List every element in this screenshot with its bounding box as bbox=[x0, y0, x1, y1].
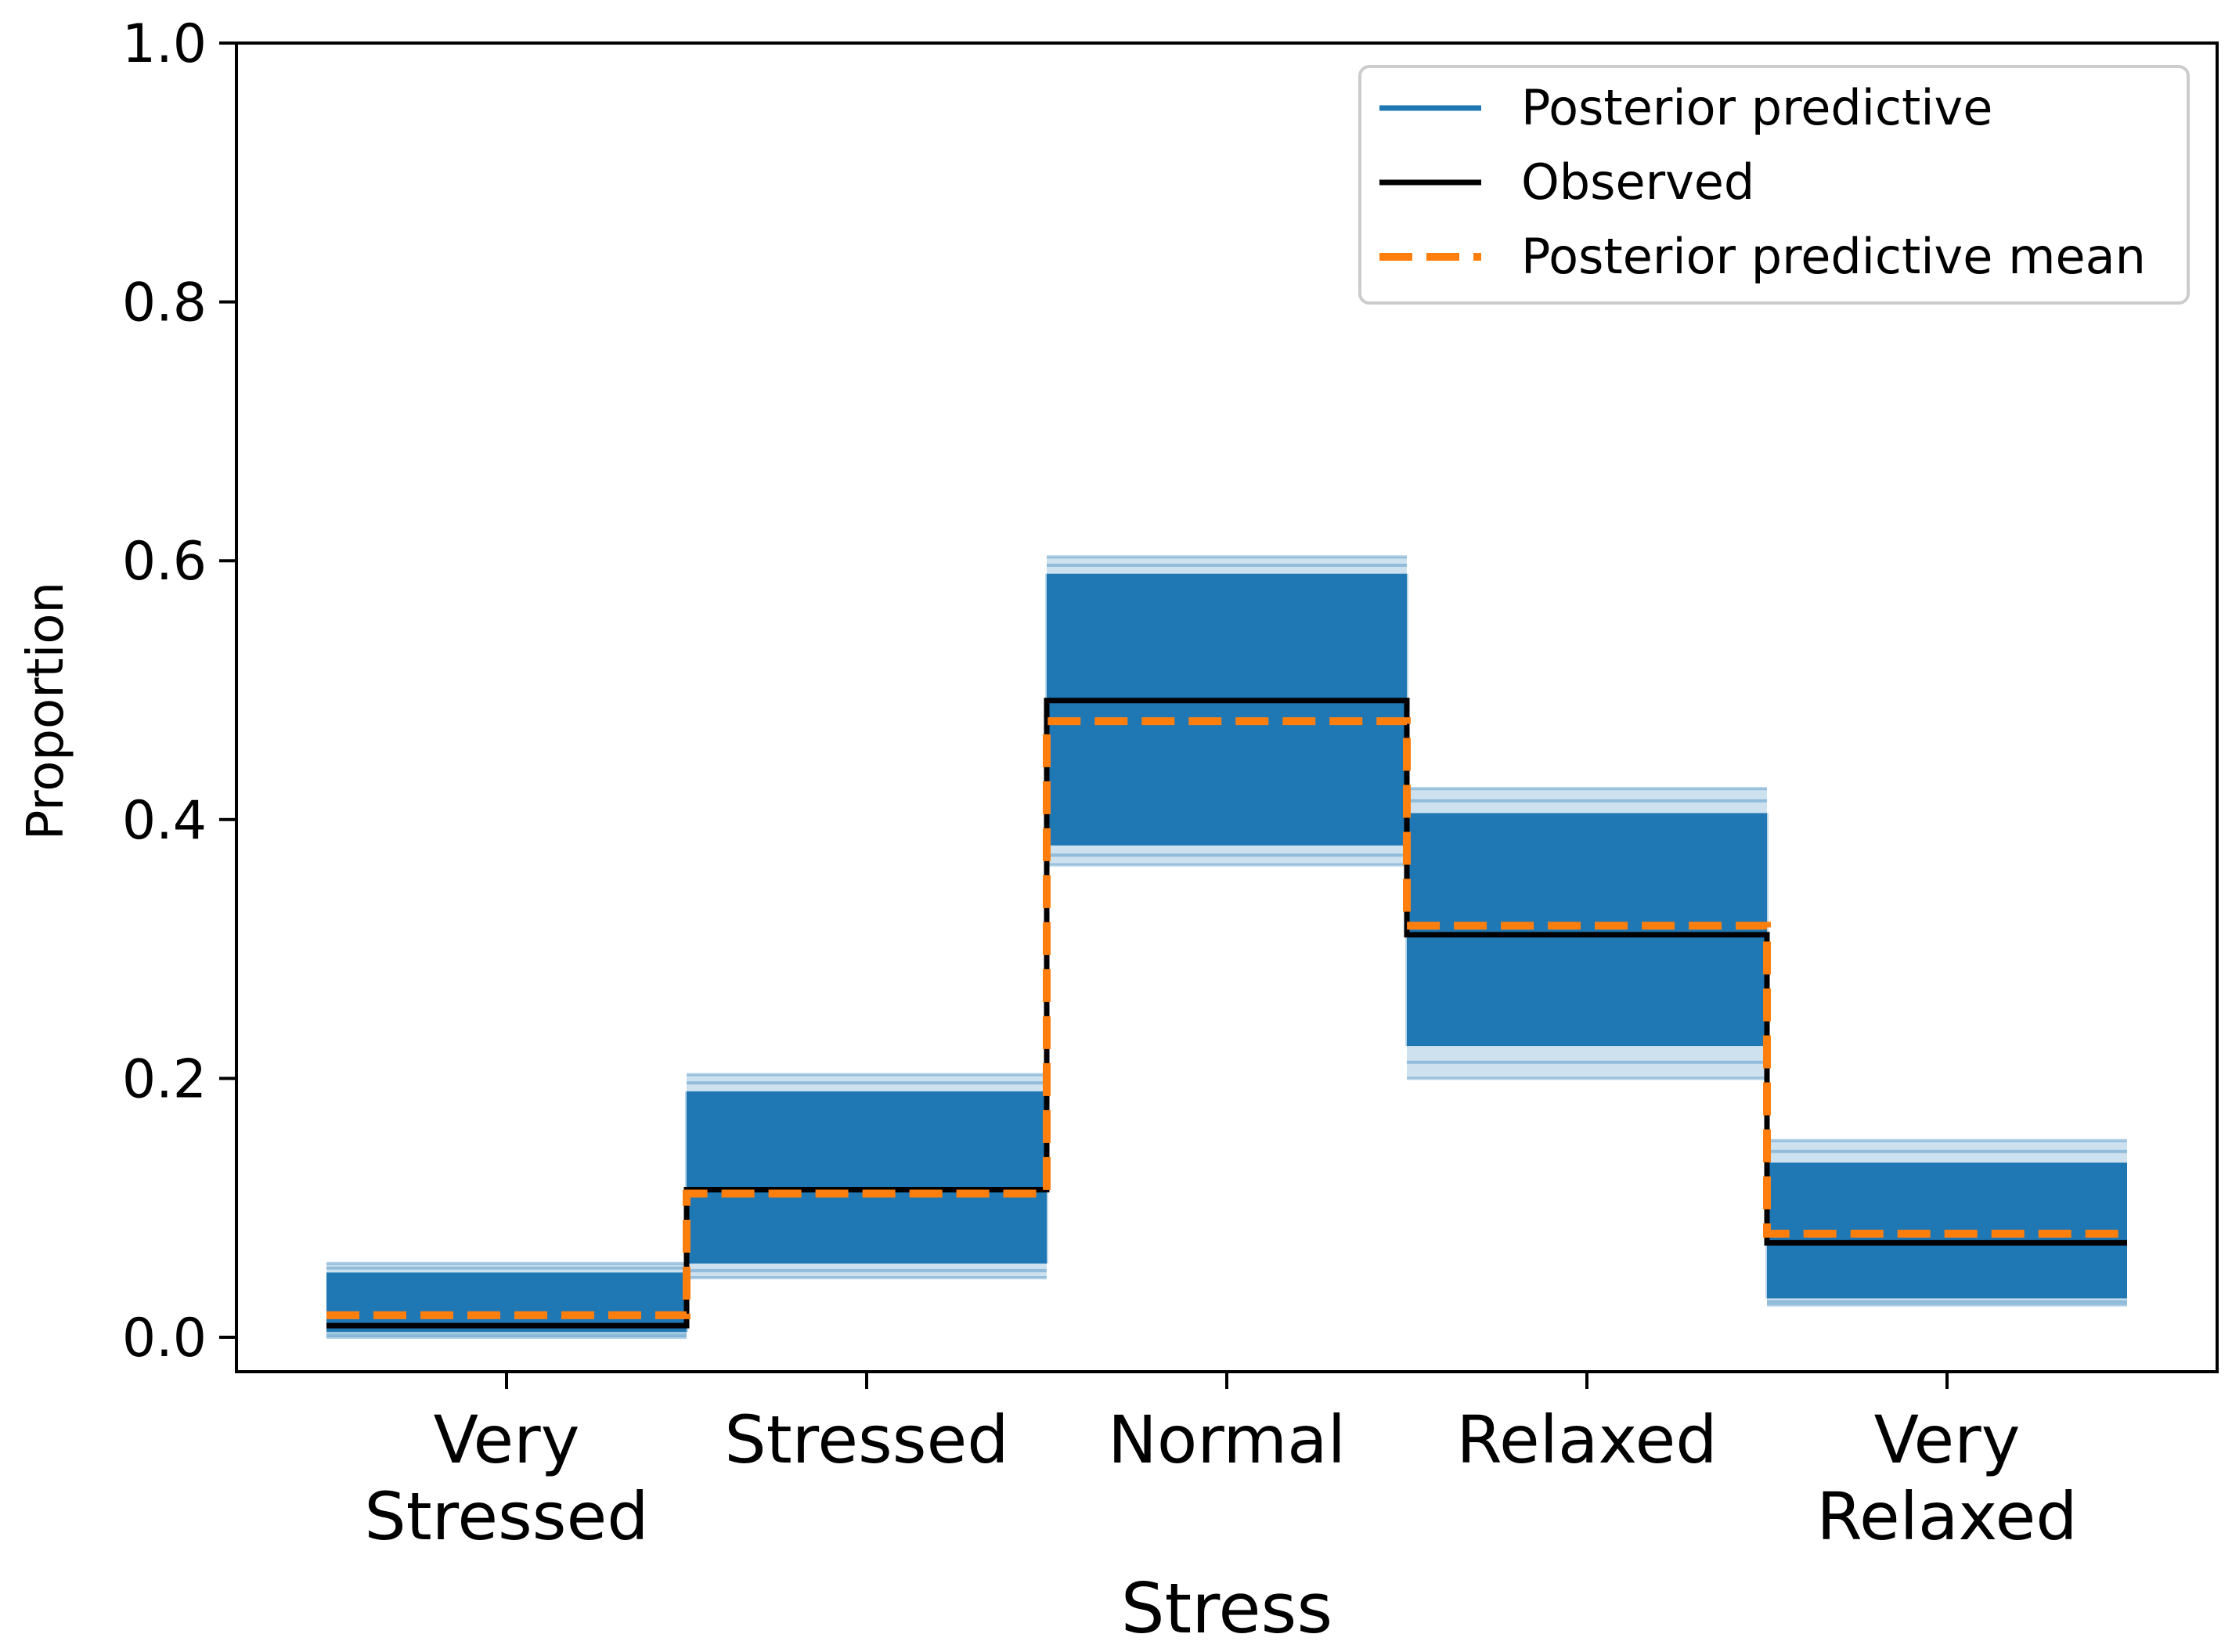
y-axis-ticks: 0.0 0.2 0.4 0.6 0.8 1.0 bbox=[122, 13, 236, 1369]
x-tick-label: Very Relaxed bbox=[1816, 1401, 2077, 1555]
x-axis-ticks: Very Stressed Stressed Normal Relaxed Very Rel… bbox=[364, 1372, 2078, 1555]
legend-box bbox=[1358, 65, 2190, 305]
posterior-predictive-band-2 bbox=[687, 1091, 1047, 1264]
y-tick-label: 0.6 bbox=[122, 531, 207, 593]
y-tick-label: 1.0 bbox=[122, 13, 207, 75]
y-axis-label: Proportion bbox=[17, 582, 75, 840]
y-tick-label: 0.0 bbox=[122, 1308, 207, 1369]
x-axis-label: Stress bbox=[1121, 1568, 1332, 1649]
x-tick-label: Stressed bbox=[724, 1401, 1008, 1478]
legend: Posterior predictive Observed Posterior … bbox=[1358, 65, 2190, 305]
x-tick-label: Very Stressed bbox=[364, 1401, 648, 1555]
legend-label-observed: Observed bbox=[1521, 153, 1754, 211]
posterior-predictive-band-3 bbox=[1047, 573, 1407, 846]
posterior-predictive-band-1 bbox=[326, 1272, 687, 1333]
x-tick-label: Normal bbox=[1108, 1401, 1346, 1478]
legend-label-posterior-predictive: Posterior predictive bbox=[1521, 79, 1992, 136]
x-tick-label: Relaxed bbox=[1456, 1401, 1717, 1478]
legend-label-posterior-predictive-mean: Posterior predictive mean bbox=[1521, 228, 2146, 285]
y-tick-label: 0.2 bbox=[122, 1048, 207, 1110]
y-tick-label: 0.4 bbox=[122, 790, 207, 852]
series-lines bbox=[326, 698, 2127, 1329]
y-tick-label: 0.8 bbox=[122, 272, 207, 334]
posterior-predictive-bands bbox=[326, 555, 2127, 1339]
